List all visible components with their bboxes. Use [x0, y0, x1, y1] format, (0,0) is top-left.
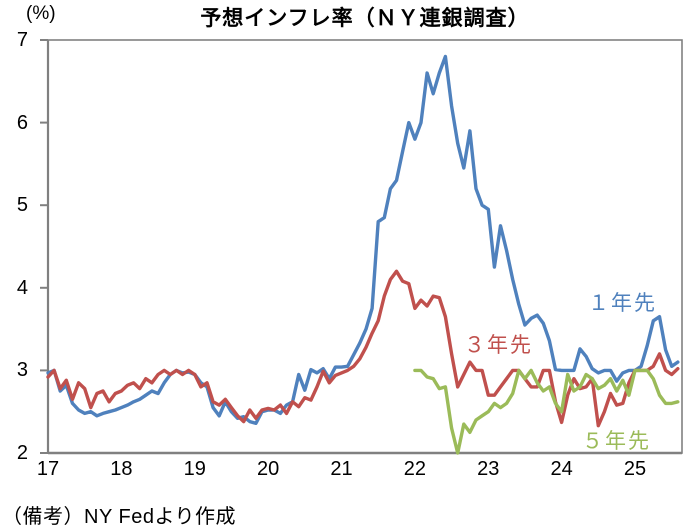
chart-title: 予想インフレ率（ＮＹ連銀調査）: [200, 7, 530, 30]
x-tick-label: 20: [257, 458, 280, 480]
y-axis-unit-label: (%): [26, 3, 56, 24]
series-label-one-year-ahead: １年先: [588, 292, 657, 315]
series-label-five-year-ahead: ５年先: [582, 430, 651, 453]
x-tick-label: 17: [36, 458, 60, 480]
y-tick-label: 2: [16, 442, 28, 464]
series-label-three-year-ahead: ３年先: [464, 334, 533, 357]
y-tick-label: 5: [16, 194, 28, 217]
y-tick-label: 6: [16, 111, 28, 134]
x-tick-label: 25: [623, 458, 647, 480]
x-tick-label: 18: [110, 458, 133, 480]
x-tick-label: 19: [183, 458, 206, 480]
x-tick-label: 22: [403, 458, 426, 480]
plot-border: [47, 39, 683, 454]
y-tick-label: 4: [16, 276, 28, 299]
line-five-year-ahead: [413, 368, 680, 455]
x-tick-label: 23: [477, 458, 500, 480]
y-tick-label: 3: [16, 359, 28, 382]
x-tick-label: 21: [330, 458, 353, 480]
x-tick-label: 24: [550, 458, 573, 480]
line-one-year-ahead: [46, 54, 680, 425]
line-three-year-ahead: [46, 269, 680, 428]
y-tick-label: 7: [16, 29, 28, 51]
source-note: （備考）NY Fedより作成: [2, 506, 237, 528]
